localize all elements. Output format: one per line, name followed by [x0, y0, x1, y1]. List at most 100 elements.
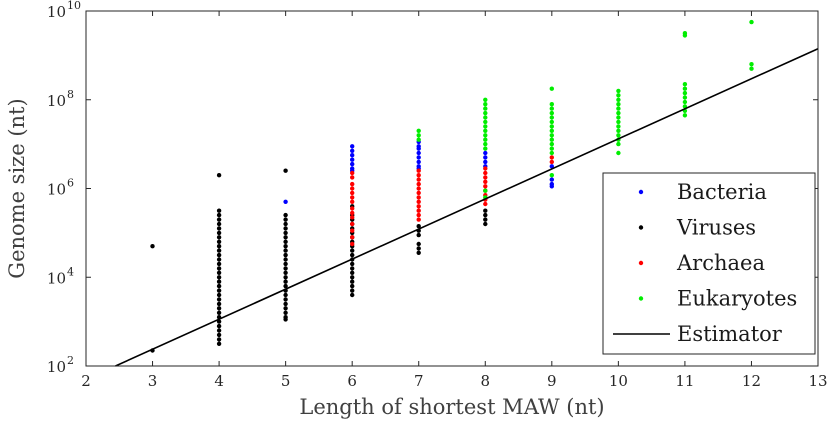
point-viruses-4: [216, 212, 222, 218]
point-eukaryotes-55: [749, 19, 754, 25]
y-tick-label-1e4: 10: [47, 269, 66, 287]
point-viruses-37: [283, 221, 288, 227]
point-bacteria-1: [350, 144, 355, 149]
point-viruses-80: [416, 224, 421, 229]
point-viruses-42: [283, 244, 288, 249]
point-eukaryotes-35: [616, 106, 621, 111]
point-viruses-0: [150, 244, 155, 249]
point-eukaryotes-50: [682, 95, 688, 100]
point-archaea-16: [416, 177, 421, 182]
point-archaea-1: [350, 175, 355, 180]
point-bacteria-3: [350, 153, 355, 158]
point-bacteria-13: [416, 159, 421, 165]
point-eukaryotes-13: [483, 141, 488, 147]
point-eukaryotes-43: [616, 141, 621, 147]
point-bacteria-0: [283, 199, 288, 204]
point-eukaryotes-3: [483, 97, 488, 103]
point-eukaryotes-46: [682, 33, 688, 38]
point-viruses-59: [283, 317, 288, 322]
point-viruses-55: [283, 301, 288, 307]
point-eukaryotes-19: [549, 106, 554, 111]
point-viruses-24: [216, 301, 222, 307]
point-eukaryotes-44: [616, 150, 621, 156]
point-bacteria-18: [483, 159, 488, 165]
point-eukaryotes-0: [416, 128, 421, 133]
point-eukaryotes-11: [483, 133, 488, 138]
point-archaea-36: [549, 155, 554, 160]
point-archaea-3: [350, 186, 355, 191]
y-tick-exponent-8: 8: [67, 88, 74, 101]
point-eukaryotes-29: [549, 150, 554, 156]
y-axis-label: Genome size (nt): [5, 98, 29, 278]
point-archaea-9: [350, 215, 355, 220]
y-tick-exponent-10: 10: [67, 0, 81, 12]
x-tick-label-12: 12: [742, 372, 761, 390]
x-tick-label-4: 4: [214, 372, 224, 390]
point-viruses-43: [283, 248, 288, 253]
point-eukaryotes-41: [616, 133, 621, 138]
point-viruses-44: [283, 252, 288, 258]
point-eukaryotes-20: [549, 110, 554, 116]
point-archaea-21: [416, 199, 421, 204]
point-viruses-6: [216, 221, 222, 227]
point-eukaryotes-57: [749, 66, 754, 71]
point-viruses-74: [350, 270, 355, 275]
point-viruses-54: [283, 297, 288, 302]
x-tick-label-11: 11: [675, 372, 694, 390]
point-viruses-26: [216, 310, 222, 315]
legend-label-bacteria: Bacteria: [677, 180, 767, 204]
x-tick-label-3: 3: [148, 372, 158, 390]
x-tick-label-5: 5: [281, 372, 291, 390]
legend-box: [602, 172, 816, 355]
point-viruses-15: [216, 261, 222, 267]
point-viruses-85: [416, 250, 421, 255]
legend-marker-eukaryotes: [638, 296, 644, 301]
point-bacteria-16: [483, 150, 488, 156]
point-eukaryotes-4: [483, 102, 488, 107]
point-viruses-50: [283, 279, 288, 284]
legend-label-viruses: Viruses: [676, 216, 756, 240]
point-eukaryotes-54: [682, 113, 688, 118]
point-viruses-35: [283, 212, 288, 218]
point-bacteria-10: [416, 146, 421, 151]
x-tick-label-2: 2: [81, 372, 91, 390]
point-eukaryotes-21: [549, 115, 554, 120]
point-eukaryotes-33: [616, 97, 621, 103]
point-viruses-56: [283, 306, 288, 311]
y-tick-label-1e8: 10: [47, 92, 66, 110]
point-viruses-9: [216, 235, 222, 240]
x-tick-label-13: 13: [808, 372, 827, 390]
point-viruses-83: [416, 241, 421, 247]
point-bacteria-11: [416, 150, 421, 156]
point-archaea-26: [483, 166, 488, 171]
x-tick-label-8: 8: [480, 372, 490, 390]
x-tick-label-10: 10: [609, 372, 628, 390]
legend-label-eukaryotes: Eukaryotes: [677, 287, 797, 311]
point-bacteria-23: [549, 184, 554, 189]
point-archaea-12: [350, 235, 355, 240]
point-viruses-29: [216, 323, 222, 329]
point-viruses-3: [216, 208, 222, 213]
point-viruses-45: [283, 257, 288, 262]
point-eukaryotes-47: [682, 82, 688, 87]
point-viruses-34: [283, 168, 288, 173]
point-bacteria-4: [350, 157, 355, 162]
legend-marker-viruses: [638, 225, 644, 230]
point-archaea-28: [483, 175, 488, 180]
legend-label-archaea: Archaea: [676, 251, 765, 275]
point-viruses-53: [283, 292, 288, 298]
point-eukaryotes-28: [549, 146, 554, 151]
legend-label-estimator: Estimator: [677, 322, 783, 346]
point-eukaryotes-36: [616, 110, 621, 116]
point-eukaryotes-2: [416, 137, 421, 142]
point-eukaryotes-37: [616, 115, 621, 120]
point-viruses-38: [283, 226, 288, 231]
point-viruses-72: [350, 261, 355, 267]
point-archaea-14: [416, 168, 421, 173]
point-eukaryotes-48: [682, 86, 688, 91]
point-viruses-16: [216, 266, 222, 271]
point-viruses-48: [283, 270, 288, 275]
point-bacteria-20: [549, 164, 554, 169]
point-eukaryotes-5: [483, 106, 488, 111]
point-viruses-25: [216, 306, 222, 311]
